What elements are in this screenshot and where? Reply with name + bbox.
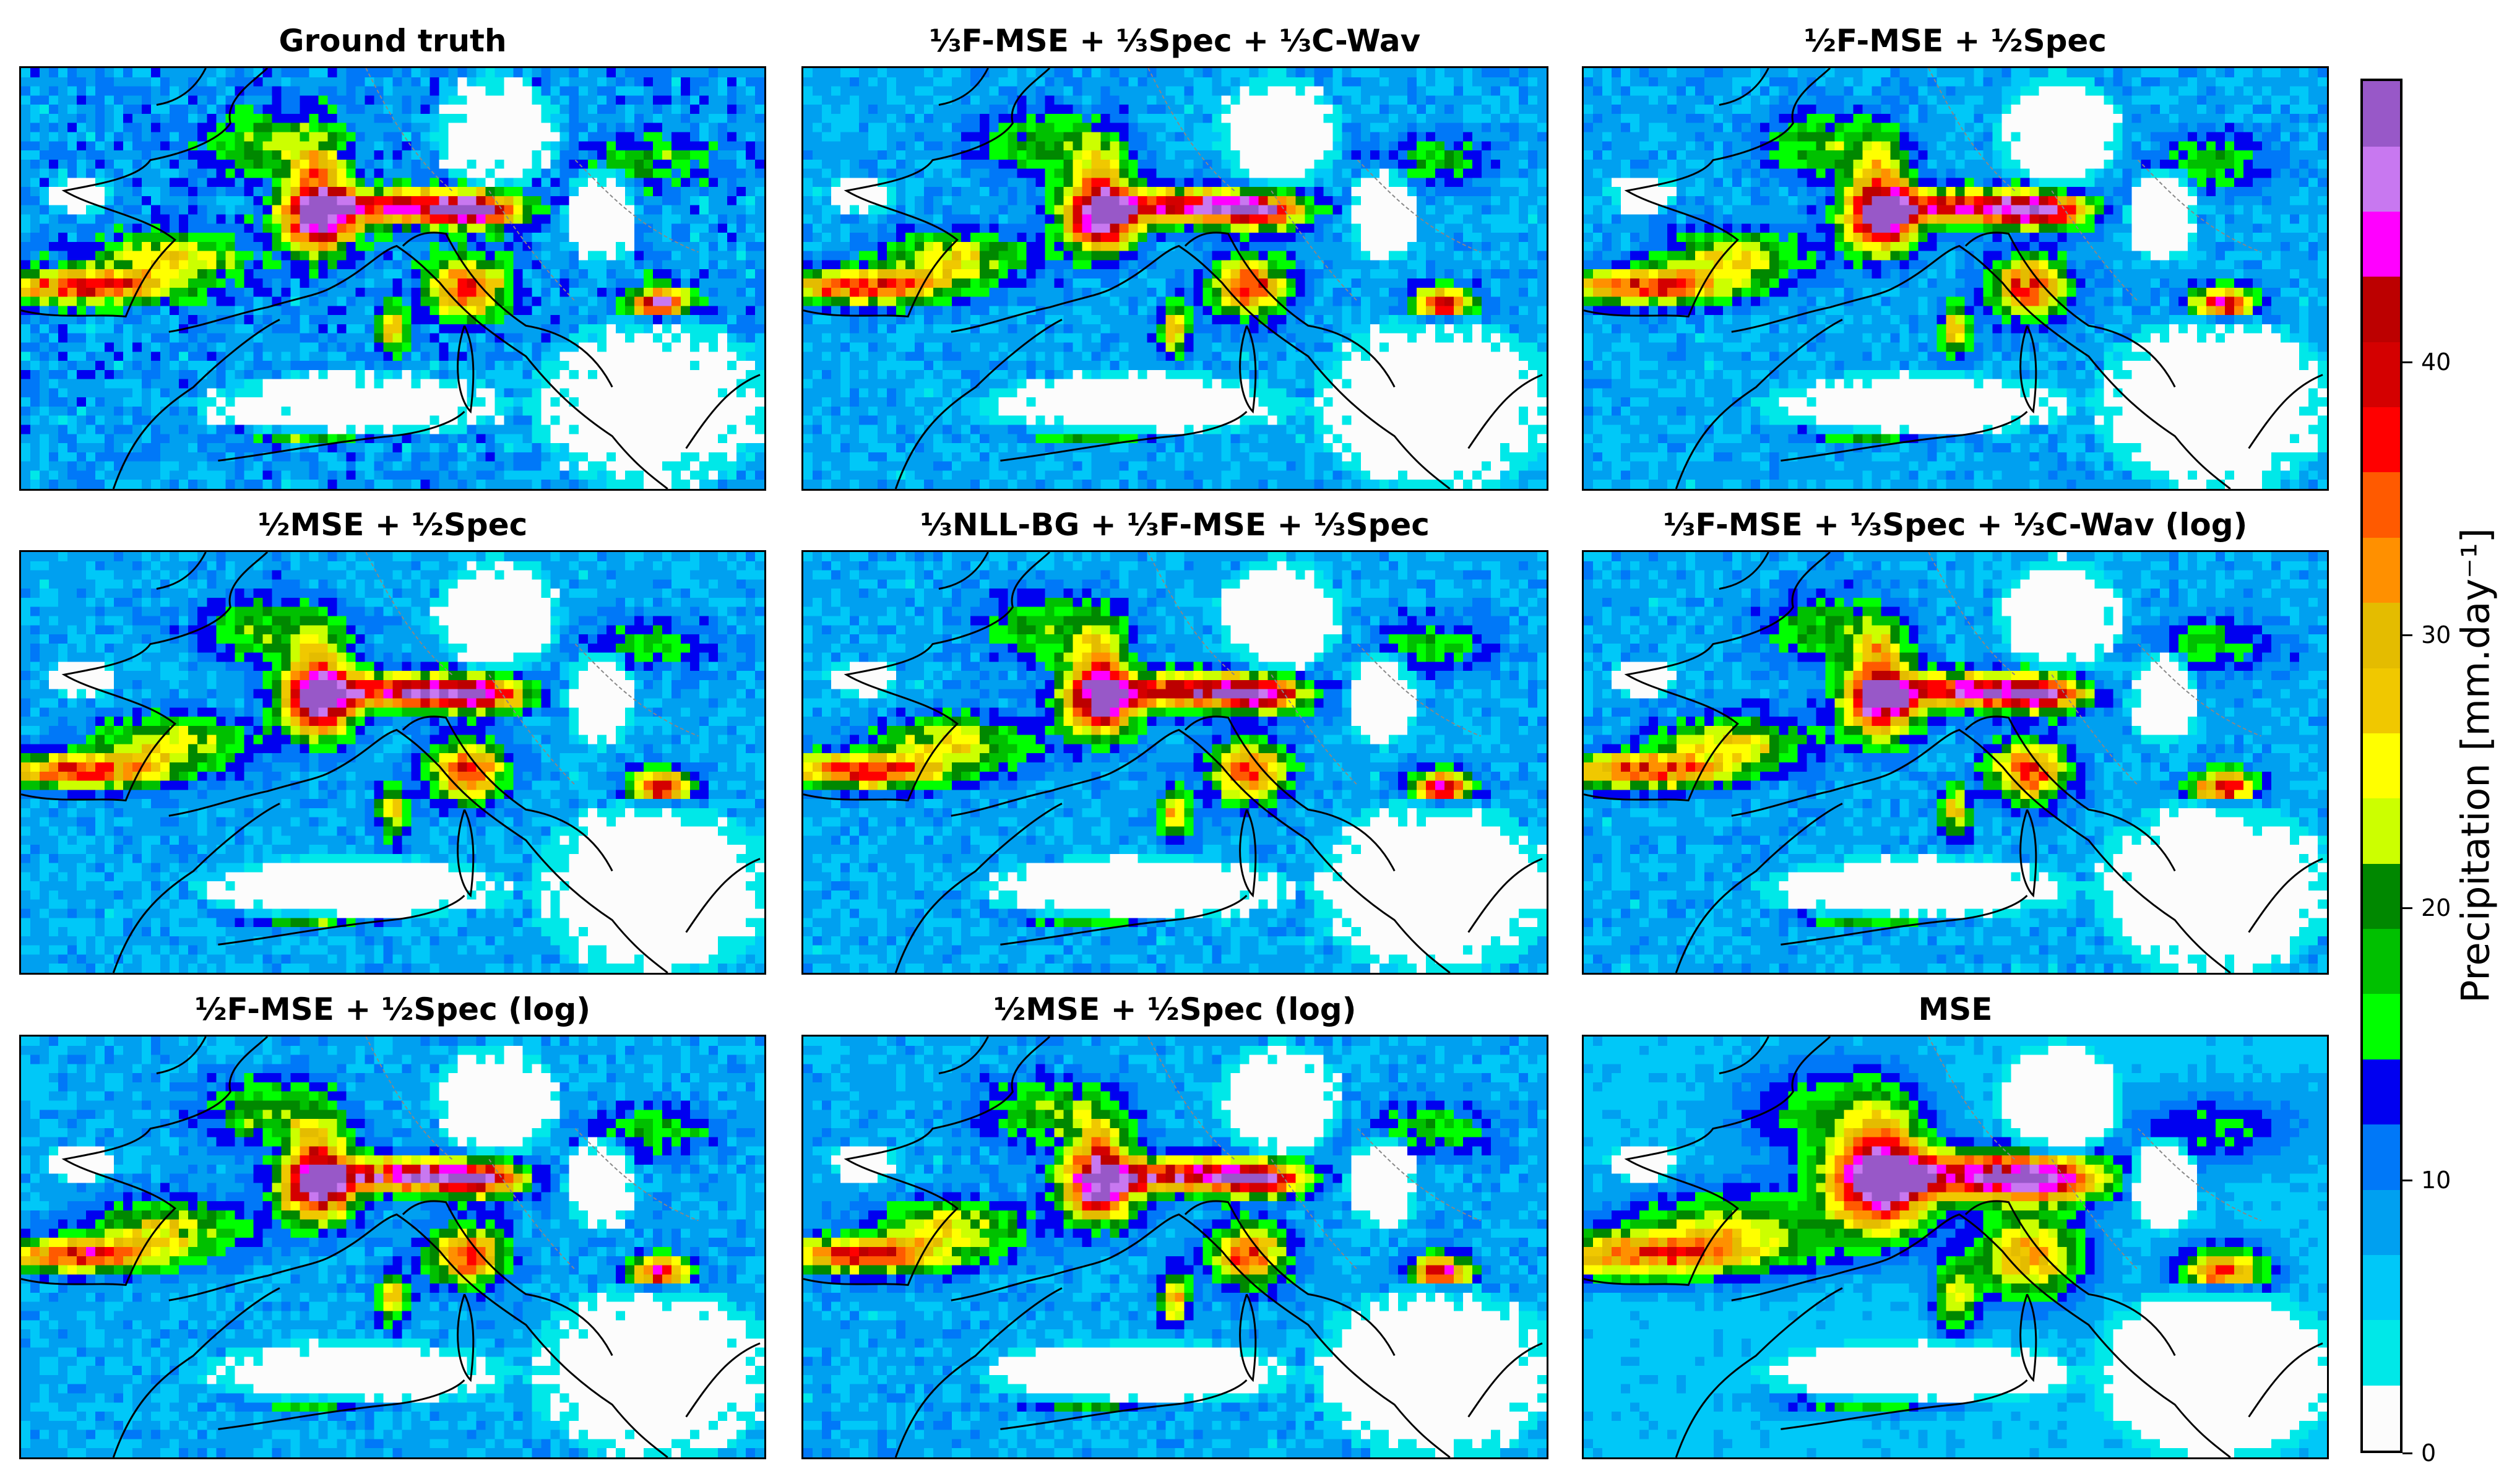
country-borders (1147, 68, 1481, 302)
panel-title: ½MSE + ½Spec (log) (993, 991, 1357, 1027)
colorbar-bin (2363, 929, 2400, 994)
precipitation-map (801, 550, 1548, 975)
coastline (21, 552, 761, 973)
coastline-overlay (1584, 68, 2323, 489)
panel-title: ½F-MSE + ½Spec (1804, 23, 2107, 59)
precipitation-map (1582, 1035, 2329, 1459)
colorbar-bin (2363, 1320, 2400, 1386)
coastline (1584, 68, 2323, 489)
country-borders (1928, 68, 2261, 302)
country-borders (1928, 1037, 2261, 1270)
country-borders (1147, 552, 1481, 786)
colorbar-tick-label: 40 (2421, 348, 2451, 376)
coastline-overlay (803, 1037, 1543, 1457)
colorbar-tick (2403, 1180, 2412, 1182)
colorbar-bin (2363, 1124, 2400, 1190)
coastline (1584, 1037, 2323, 1457)
coastline (803, 68, 1543, 489)
colorbar-tick-label: 10 (2421, 1167, 2451, 1194)
colorbar-bin (2363, 668, 2400, 733)
panel-title: MSE (1918, 991, 1993, 1027)
country-borders (1147, 1037, 1481, 1270)
country-borders (1928, 552, 2261, 786)
colorbar-tick (2403, 361, 2412, 364)
precipitation-map (19, 550, 766, 975)
panel-title: ⅓NLL-BG + ⅓F-MSE + ⅓Spec (920, 507, 1430, 543)
colorbar-bin (2363, 146, 2400, 212)
precipitation-map (1582, 550, 2329, 975)
colorbar-bin (2363, 733, 2400, 799)
country-borders (365, 1037, 699, 1270)
precipitation-map (801, 66, 1548, 491)
coastline-overlay (1584, 1037, 2323, 1457)
colorbar-bin (2363, 407, 2400, 473)
colorbar-bin (2363, 472, 2400, 538)
colorbar-bin (2363, 1385, 2400, 1451)
colorbar-tick (2403, 1452, 2412, 1454)
colorbar-bin (2363, 863, 2400, 929)
panel-title: Ground truth (278, 23, 507, 59)
colorbar-tick (2403, 907, 2412, 909)
precipitation-map (801, 1035, 1548, 1459)
colorbar-bin (2363, 994, 2400, 1059)
colorbar-bin (2363, 342, 2400, 407)
colorbar-bin (2363, 81, 2400, 147)
colorbar-bin (2363, 1059, 2400, 1125)
colorbar-tick-label: 0 (2421, 1439, 2437, 1467)
colorbar (2360, 79, 2403, 1453)
panel-title: ½MSE + ½Spec (257, 507, 528, 543)
coastline (1584, 552, 2323, 973)
colorbar-bin (2363, 1254, 2400, 1321)
colorbar-tick (2403, 634, 2412, 636)
coastline-overlay (21, 68, 761, 489)
colorbar-bin (2363, 603, 2400, 668)
panel-title: ½F-MSE + ½Spec (log) (194, 991, 591, 1027)
coastline (21, 1037, 761, 1457)
precipitation-map (19, 66, 766, 491)
colorbar-bin (2363, 537, 2400, 603)
panel-title: ⅓F-MSE + ⅓Spec + ⅓C-Wav (log) (1663, 507, 2248, 543)
coastline-overlay (803, 68, 1543, 489)
coastline (803, 1037, 1543, 1457)
panel-title: ⅓F-MSE + ⅓Spec + ⅓C-Wav (929, 23, 1421, 59)
coastline (803, 552, 1543, 973)
coastline-overlay (21, 552, 761, 973)
colorbar-tick-label: 30 (2421, 621, 2451, 649)
colorbar-tick-label: 20 (2421, 894, 2451, 921)
coastline-overlay (21, 1037, 761, 1457)
country-borders (365, 552, 699, 786)
colorbar-label: Precipitation [mm.day⁻¹] (2453, 528, 2498, 1003)
country-borders (365, 68, 699, 302)
precipitation-map (1582, 66, 2329, 491)
colorbar-bin (2363, 1189, 2400, 1255)
coastline-overlay (803, 552, 1543, 973)
colorbar-bin (2363, 211, 2400, 277)
colorbar-bin (2363, 798, 2400, 864)
colorbar-bin (2363, 277, 2400, 342)
coastline (21, 68, 761, 489)
coastline-overlay (1584, 552, 2323, 973)
precipitation-map (19, 1035, 766, 1459)
